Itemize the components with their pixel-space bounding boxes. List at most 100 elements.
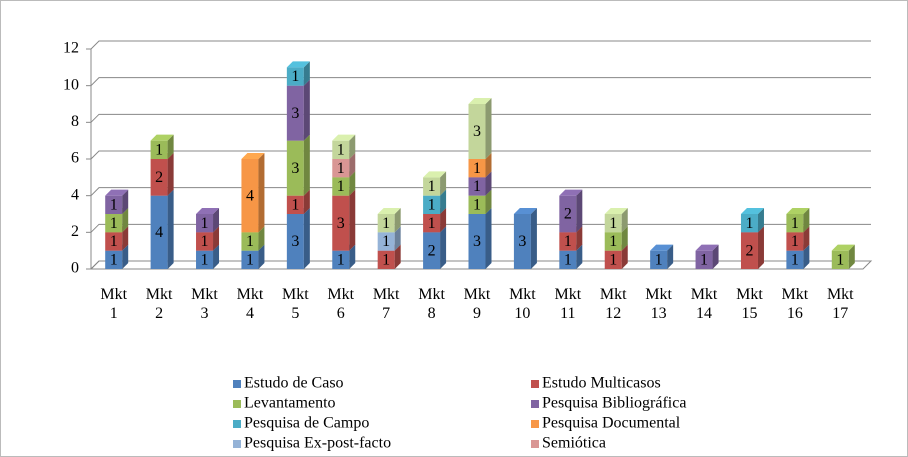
- bar-front: [332, 250, 350, 269]
- bar-side: [576, 189, 583, 233]
- bar-front: [241, 250, 259, 269]
- data-label: 1: [382, 215, 390, 232]
- data-label: 1: [337, 142, 345, 159]
- data-label: 4: [246, 187, 254, 204]
- bar-front: [513, 214, 531, 269]
- bar-front: [740, 232, 758, 269]
- bar-side: [122, 226, 129, 251]
- bar-segment: [377, 208, 401, 233]
- data-label: 1: [337, 252, 345, 269]
- bar-segment: [105, 189, 129, 214]
- data-label: 1: [564, 233, 572, 250]
- x-tick-label: Mkt 16: [781, 286, 809, 322]
- data-label: 1: [337, 160, 345, 177]
- bar-segment: [241, 153, 265, 233]
- data-label: 1: [745, 215, 753, 232]
- legend-label: Pesquisa Ex-post-facto: [244, 435, 391, 452]
- legend-label: Semiótica: [542, 435, 606, 452]
- bar-side: [530, 208, 537, 269]
- data-label: 1: [110, 233, 118, 250]
- bar-top: [196, 208, 220, 214]
- legend-label: Pesquisa Bibliográfica: [542, 395, 686, 412]
- legend-swatch: [531, 400, 539, 408]
- data-label: 4: [155, 224, 163, 241]
- x-tick-label: Mkt 1: [100, 286, 128, 322]
- legend-label: Estudo Multicasos: [542, 375, 661, 392]
- data-label: 1: [609, 215, 617, 232]
- bar-side: [167, 134, 174, 159]
- bar-side: [258, 153, 265, 233]
- data-label: 1: [382, 252, 390, 269]
- legend-label: Pesquisa Documental: [542, 415, 681, 432]
- legend-swatch: [233, 400, 241, 408]
- data-label: 2: [155, 169, 163, 186]
- bar-side: [394, 244, 401, 269]
- y-tick-label: 6: [71, 150, 79, 167]
- bar-top: [468, 98, 492, 104]
- bar-segment: [695, 244, 719, 269]
- legend-swatch: [531, 440, 539, 448]
- data-label: 3: [473, 233, 481, 250]
- x-tick-label: Mkt 6: [327, 286, 355, 322]
- bar-front: [786, 232, 804, 251]
- y-tick-label: 0: [71, 260, 79, 277]
- data-label: 1: [564, 252, 572, 269]
- data-label: 1: [337, 178, 345, 195]
- bar-side: [621, 208, 628, 233]
- bar-segment: [786, 208, 810, 233]
- bar-front: [559, 195, 577, 233]
- bar-front: [559, 232, 577, 251]
- x-tick-label: Mkt 2: [145, 286, 173, 322]
- bar-side: [485, 189, 492, 214]
- data-label: 3: [291, 233, 299, 250]
- bar-side: [803, 208, 810, 233]
- bar-front: [468, 159, 486, 178]
- data-label: 1: [291, 68, 299, 85]
- bar-top: [650, 244, 674, 251]
- data-label: 1: [473, 160, 481, 177]
- data-label: 3: [291, 160, 299, 177]
- data-label: 1: [291, 197, 299, 214]
- bar-side: [303, 208, 310, 269]
- bar-front: [241, 159, 259, 233]
- data-label: 1: [201, 215, 209, 232]
- data-label: 2: [745, 242, 753, 259]
- bar-segment: [196, 208, 220, 233]
- x-tick-label: Mkt 3: [191, 286, 218, 322]
- grid-line: [90, 187, 871, 197]
- bar-side: [440, 189, 447, 214]
- bar-side: [122, 244, 129, 269]
- legend-label: Pesquisa de Campo: [244, 415, 369, 432]
- bar-front: [332, 140, 350, 159]
- bar-side: [258, 226, 265, 251]
- bar-front: [786, 250, 804, 269]
- bar-side: [349, 153, 356, 178]
- bar-side: [440, 171, 447, 196]
- x-tick-label: Mkt 11: [554, 286, 582, 322]
- data-label: 1: [655, 252, 663, 269]
- bar-side: [167, 153, 174, 196]
- x-tick-label: Mkt 9: [463, 286, 491, 322]
- bar-front: [150, 159, 168, 196]
- bar-front: [150, 140, 168, 159]
- bar-front: [604, 250, 622, 269]
- bar-front: [831, 250, 849, 269]
- data-label: 1: [473, 178, 481, 195]
- data-label: 1: [110, 197, 118, 214]
- bar-segment: [559, 189, 583, 233]
- bar-top: [377, 208, 401, 214]
- bar-side: [848, 244, 855, 269]
- x-tick-label: Mkt 8: [418, 286, 445, 322]
- legend-label: Levantamento: [244, 395, 336, 412]
- data-label: 3: [518, 233, 526, 250]
- bar-segment: [423, 171, 447, 196]
- data-label: 1: [110, 215, 118, 232]
- legend-swatch: [531, 420, 539, 428]
- bar-segment: [650, 244, 674, 269]
- legend-label: Estudo de Caso: [244, 375, 344, 392]
- bar-segment: [468, 98, 492, 159]
- bar-side: [394, 226, 401, 251]
- data-label: 1: [110, 252, 118, 269]
- bar-front: [286, 195, 304, 214]
- bar-side: [349, 171, 356, 196]
